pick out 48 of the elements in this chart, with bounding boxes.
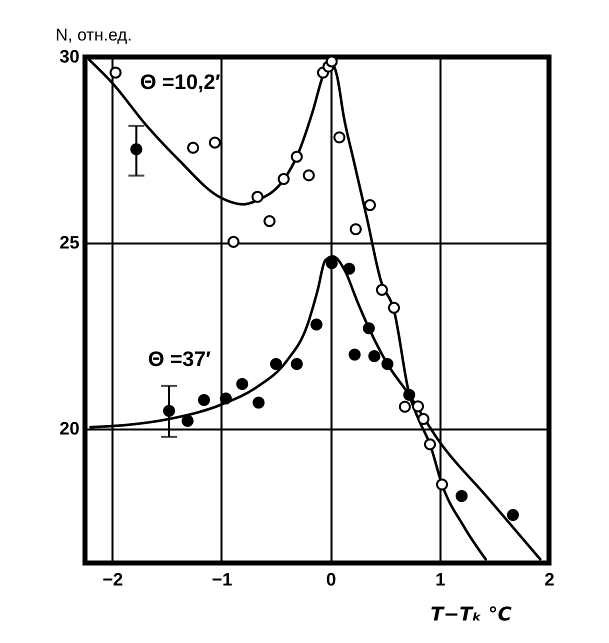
point xyxy=(343,262,356,275)
x-tick-label: −2 xyxy=(102,570,124,590)
point xyxy=(388,302,400,314)
point xyxy=(252,190,264,203)
point xyxy=(187,142,200,154)
point xyxy=(424,438,436,450)
y-tick-label: 30 xyxy=(59,46,80,66)
x-tick-label: 1 xyxy=(435,570,446,590)
point xyxy=(381,358,394,370)
point xyxy=(417,413,430,426)
point xyxy=(326,257,338,270)
point xyxy=(220,392,232,405)
point xyxy=(412,400,424,412)
point xyxy=(350,223,362,236)
point xyxy=(348,348,361,361)
y-tick-label: 25 xyxy=(59,232,80,253)
y-axis-title: N, отн.ед. xyxy=(56,26,132,44)
point xyxy=(398,400,411,413)
x-tick-label: 2 xyxy=(544,570,555,590)
point xyxy=(302,169,315,182)
point xyxy=(252,396,265,409)
point xyxy=(436,478,448,490)
point xyxy=(364,199,376,212)
point xyxy=(236,378,248,390)
x-tick-label: −1 xyxy=(212,570,232,590)
point xyxy=(110,66,122,79)
point xyxy=(368,350,380,362)
point xyxy=(376,284,388,296)
point xyxy=(264,215,276,228)
y-tick-label: 20 xyxy=(59,418,80,439)
series-label: Θ =10,2′ xyxy=(140,71,220,94)
point xyxy=(198,394,210,406)
point xyxy=(227,236,240,248)
point xyxy=(310,318,322,330)
point xyxy=(208,136,221,149)
point xyxy=(506,509,519,521)
x-tick-label: 0 xyxy=(326,570,336,590)
series-label: Θ =37′ xyxy=(148,348,211,371)
point xyxy=(278,173,290,186)
point xyxy=(290,358,303,370)
point xyxy=(403,388,416,401)
point xyxy=(270,358,282,370)
point xyxy=(456,490,468,502)
point xyxy=(362,322,375,334)
x-axis-title: T−Tₖ °C xyxy=(430,604,512,626)
point xyxy=(333,131,346,144)
point xyxy=(290,150,303,163)
point xyxy=(182,414,194,427)
